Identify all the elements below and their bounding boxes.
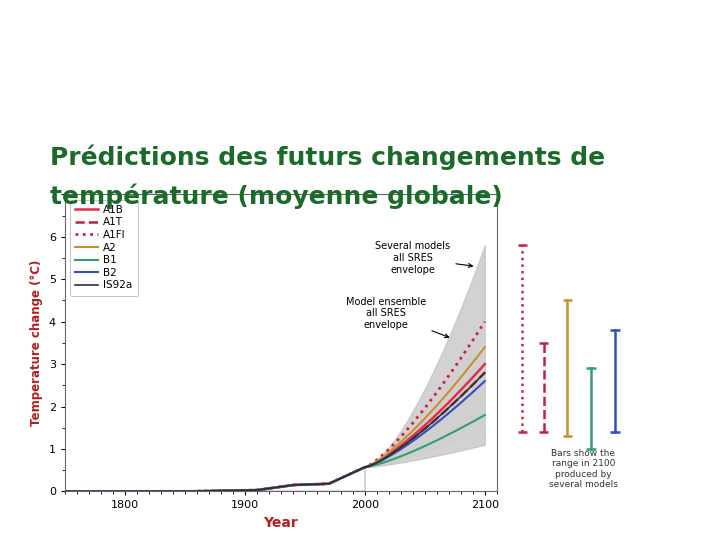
Text: Bars show the
range in 2100
produced by
several models: Bars show the range in 2100 produced by …	[549, 449, 618, 489]
Text: température (moyenne globale): température (moyenne globale)	[50, 184, 503, 209]
Text: Model ensemble
all SRES
envelope: Model ensemble all SRES envelope	[346, 296, 449, 338]
Text: Several models
all SRES
envelope: Several models all SRES envelope	[375, 241, 472, 275]
X-axis label: Year: Year	[264, 516, 298, 530]
Y-axis label: Temperature change (°C): Temperature change (°C)	[30, 260, 43, 426]
Legend: A1B, A1T, A1FI, A2, B1, B2, IS92a: A1B, A1T, A1FI, A2, B1, B2, IS92a	[70, 200, 138, 295]
Text: Prédictions des futurs changements de: Prédictions des futurs changements de	[50, 145, 606, 170]
